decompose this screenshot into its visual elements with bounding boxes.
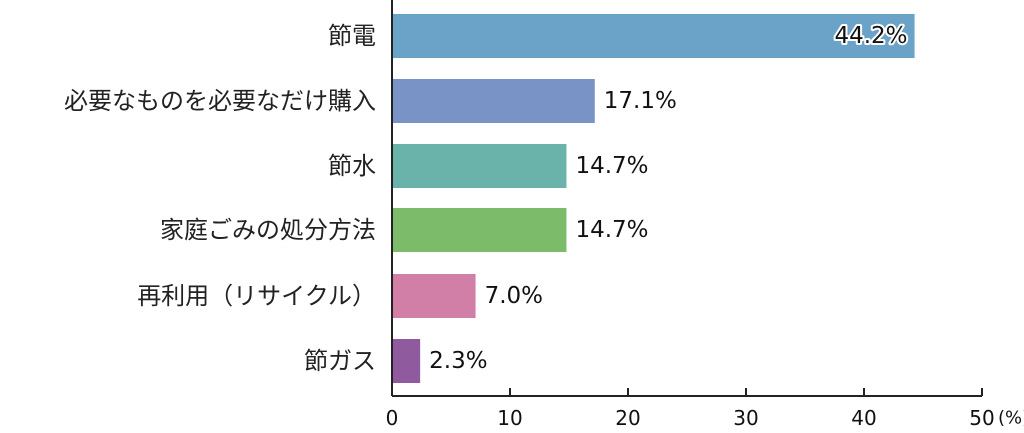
x-tick-label-1: 10 <box>497 406 522 430</box>
category-label-5: 節ガス <box>304 347 376 375</box>
category-label-4: 再利用（リサイクル） <box>137 282 376 310</box>
value-label-2: 14.7% <box>575 153 648 179</box>
bar-1 <box>393 79 595 123</box>
value-label-0: 44.2% <box>834 23 907 49</box>
value-label-4: 7.0% <box>485 283 543 309</box>
x-tick-label-3: 30 <box>733 406 758 430</box>
x-axis-unit: (%) <box>998 408 1024 429</box>
category-label-1: 必要なものを必要なだけ購入 <box>64 87 376 115</box>
bar-4 <box>393 274 476 318</box>
value-labels: 44.2% 17.1% 14.7% 14.7% 7.0% 2.3% <box>429 21 909 374</box>
value-label-3: 14.7% <box>575 217 648 243</box>
bar-3 <box>393 208 567 252</box>
value-label-5: 2.3% <box>429 348 487 374</box>
x-tick-label-4: 40 <box>851 406 876 430</box>
value-label-1: 17.1% <box>604 88 677 114</box>
x-axis-ticks: 0 10 20 30 40 50 <box>386 388 995 430</box>
category-label-2: 節水 <box>328 152 376 180</box>
category-label-3: 家庭ごみの処分方法 <box>160 216 376 244</box>
category-label-0: 節電 <box>328 22 376 50</box>
x-tick-label-2: 20 <box>615 406 640 430</box>
bar-2 <box>393 144 567 188</box>
x-tick-label-5: 50 <box>969 406 994 430</box>
bar-5 <box>393 339 421 383</box>
bar-0 <box>393 14 915 58</box>
x-tick-label-0: 0 <box>386 406 399 430</box>
bars-group <box>393 14 915 383</box>
